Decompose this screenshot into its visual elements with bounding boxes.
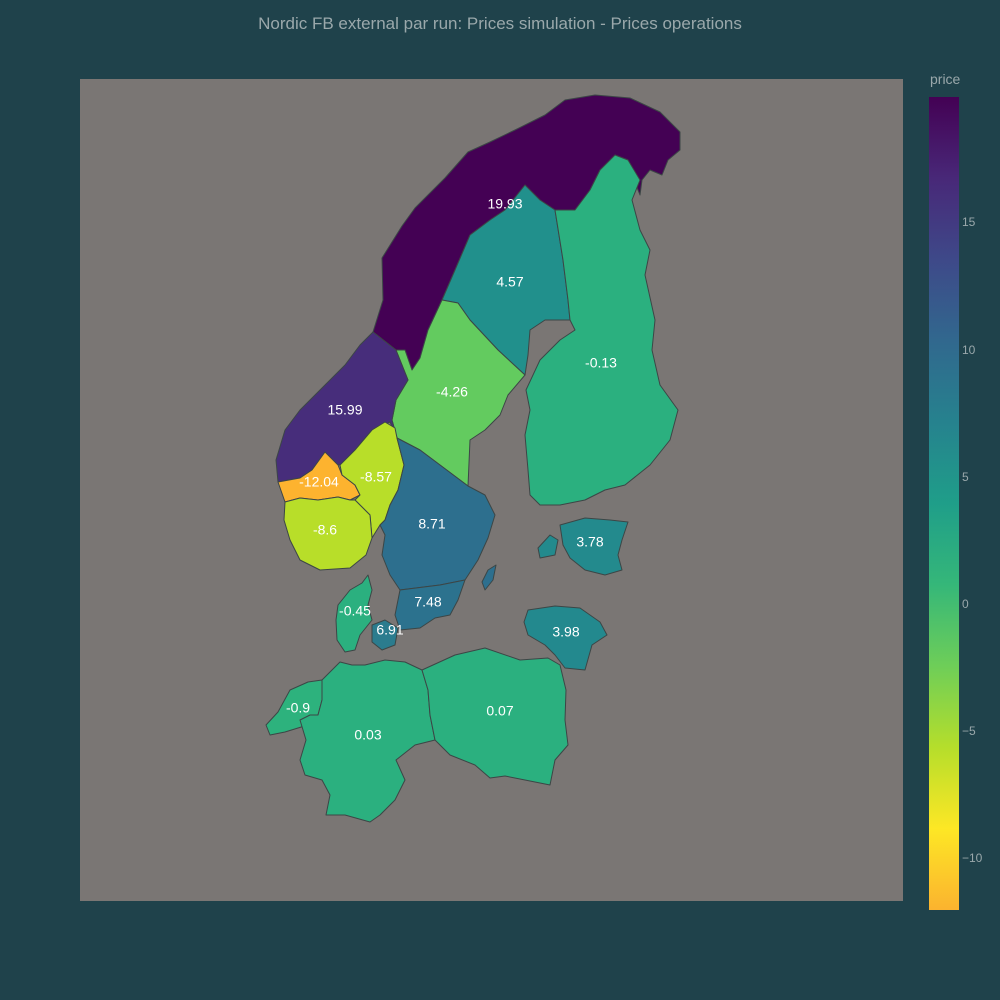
region-FI[interactable] [524, 154, 679, 506]
region-label-DK2: 6.91 [376, 622, 403, 638]
region-gotland[interactable] [481, 564, 497, 591]
region-label-SE2: -4.26 [436, 384, 468, 400]
region-label-EE: 3.78 [576, 534, 603, 550]
colorbar[interactable] [929, 97, 959, 910]
region-DK1[interactable] [335, 574, 373, 653]
region-label-SE4: 7.48 [414, 594, 441, 610]
region-label-NO3: 15.99 [327, 402, 362, 418]
colorbar-tick: −10 [962, 851, 983, 866]
region-label-PL: 0.07 [486, 703, 513, 719]
chart-title: Nordic FB external par run: Prices simul… [258, 14, 742, 33]
region-label-NL: -0.9 [286, 700, 310, 716]
region-DE[interactable] [299, 659, 436, 823]
region-PL[interactable] [421, 647, 569, 786]
colorbar-tick: −5 [962, 723, 976, 738]
colorbar-tick: 5 [962, 469, 969, 484]
region-label-NO2: -8.6 [313, 522, 337, 538]
colorbar-tick: 0 [962, 596, 969, 611]
region-label-FI: -0.13 [585, 355, 617, 371]
region-SE4[interactable] [394, 579, 466, 631]
region-NO2[interactable] [283, 496, 373, 571]
region-label-DE: 0.03 [354, 727, 381, 743]
region-label-SE3: 8.71 [418, 516, 445, 532]
colorbar-tick: 15 [962, 215, 976, 230]
region-label-NO1: -8.57 [360, 469, 392, 485]
region-label-NO5: -12.04 [299, 474, 339, 490]
region-DK2[interactable] [371, 619, 399, 651]
colorbar-title: price [930, 71, 961, 87]
region-LT[interactable] [523, 605, 608, 671]
region-label-LT: 3.98 [552, 624, 579, 640]
region-EE[interactable] [537, 517, 629, 576]
region-label-SE1: 4.57 [496, 274, 523, 290]
colorbar-tick: 10 [962, 342, 976, 357]
region-label-NO4: 19.93 [487, 196, 522, 212]
region-label-DK1: -0.45 [339, 603, 371, 619]
